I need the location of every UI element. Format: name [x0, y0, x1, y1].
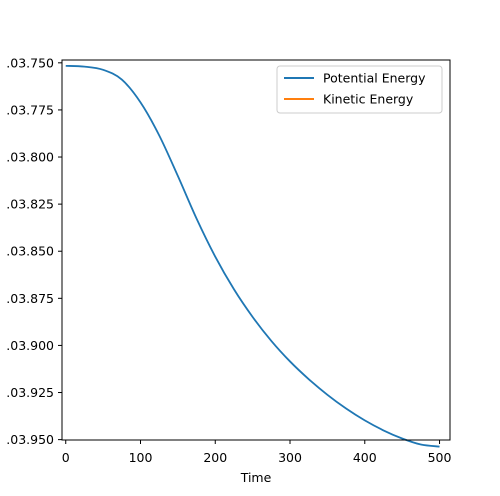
- y-tick-label: .03.775: [6, 102, 54, 117]
- y-tick-label: .03.800: [6, 150, 54, 165]
- series-lines: [65, 64, 440, 448]
- x-tick-label: 0: [62, 450, 70, 465]
- legend-label-potential-energy: Potential Energy: [323, 71, 426, 86]
- y-tick-label: .03.950: [6, 432, 54, 447]
- x-tick-label: 400: [353, 450, 377, 465]
- plot-area: [62, 60, 450, 440]
- plot-frame: [61, 59, 451, 441]
- x-axis-label: Time: [240, 470, 272, 485]
- x-tick-label: 300: [278, 450, 302, 465]
- series-line-potential-energy: [65, 64, 440, 448]
- legend-box: [276, 65, 443, 114]
- y-tick-label: .03.875: [6, 291, 54, 306]
- y-tick-label: .03.925: [6, 385, 54, 400]
- legend-label-kinetic-energy: Kinetic Energy: [323, 92, 414, 107]
- y-tick-label: .03.900: [6, 338, 54, 353]
- y-tick-label: .03.850: [6, 244, 54, 259]
- x-tick-label: 200: [203, 450, 227, 465]
- x-tick-label: 100: [129, 450, 153, 465]
- y-tick-label: .03.750: [6, 55, 54, 70]
- legend: Potential Energy Kinetic Energy: [276, 65, 443, 114]
- x-tick-label: 500: [428, 450, 452, 465]
- x-axis: 0 100 200 300 400 500: [62, 440, 452, 465]
- y-tick-label: .03.825: [6, 197, 54, 212]
- y-axis: .03.750 .03.775 .03.800 .03.825 .03.850 .03.8…: [6, 55, 62, 447]
